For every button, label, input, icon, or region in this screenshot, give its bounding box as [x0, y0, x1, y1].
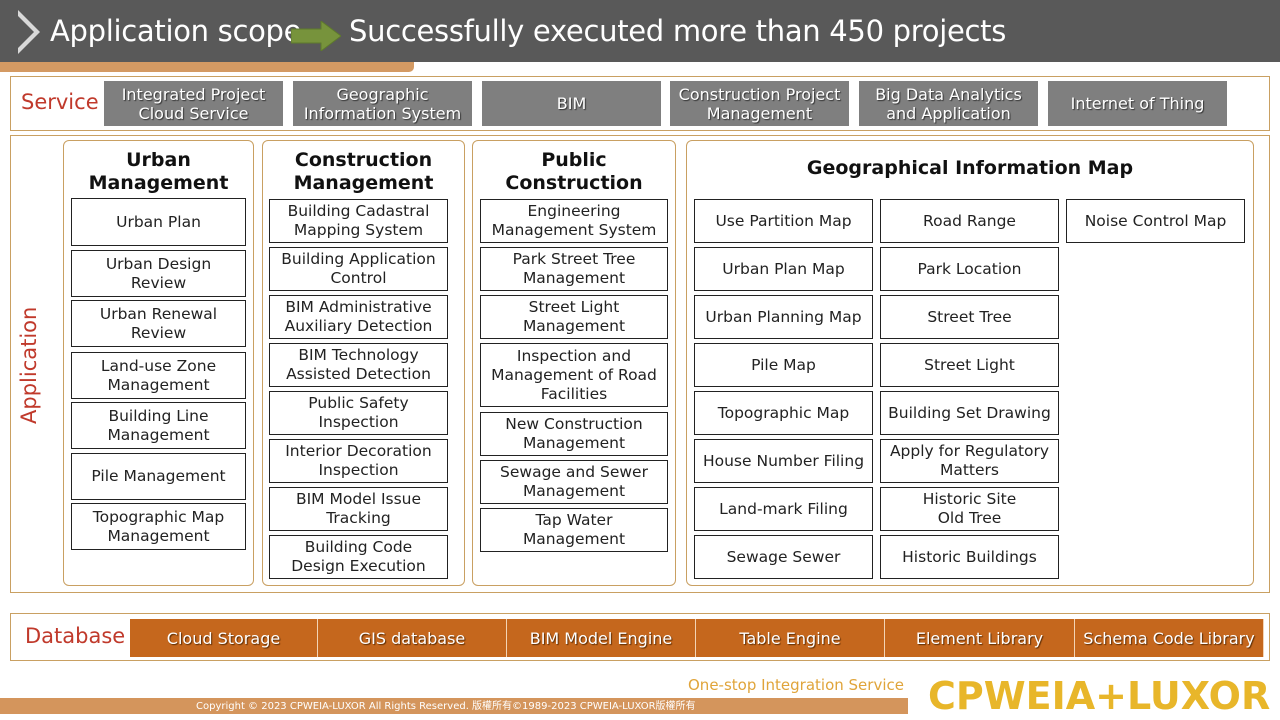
- public-construction-item: New Construction Management: [480, 412, 668, 456]
- database-item: Table Engine: [696, 619, 885, 657]
- construction-management-item: Interior Decoration Inspection: [269, 439, 448, 483]
- database-item: Schema Code Library: [1075, 619, 1264, 657]
- gis-map-item: Building Set Drawing: [880, 391, 1059, 435]
- database-label: Database: [25, 624, 126, 648]
- gis-map-item: Use Partition Map: [694, 199, 873, 243]
- public-construction-item: Tap Water Management: [480, 508, 668, 552]
- urban-management-item: Pile Management: [71, 453, 246, 500]
- urban-management-title: Urban Management: [88, 149, 229, 194]
- public-construction-item: Inspection and Management of Road Faciliti…: [480, 343, 668, 407]
- gis-map-item: Land-mark Filing: [694, 487, 873, 531]
- public-construction-item: Sewage and Sewer Management: [480, 460, 668, 504]
- page-title: Application scope: [50, 14, 302, 48]
- construction-management-item: Building Cadastral Mapping System: [269, 199, 448, 243]
- gis-map-item: Historic Buildings: [880, 535, 1059, 579]
- gis-map-title: Geographical Information Map: [806, 157, 1134, 179]
- application-label: Application: [17, 306, 41, 424]
- construction-management-item: BIM Technology Assisted Detection: [269, 343, 448, 387]
- construction-management-item: Building Application Control: [269, 247, 448, 291]
- construction-management-item: Building Code Design Execution: [269, 535, 448, 579]
- urban-management-item: Topographic Map Management: [71, 503, 246, 550]
- service-item: Construction Project Management: [670, 81, 849, 126]
- service-item: Integrated Project Cloud Service: [104, 81, 283, 126]
- database-item: BIM Model Engine: [507, 619, 696, 657]
- service-item: Internet of Thing: [1048, 81, 1227, 126]
- public-construction-item: Park Street Tree Management: [480, 247, 668, 291]
- construction-management-item: BIM Model Issue Tracking: [269, 487, 448, 531]
- gis-map-item: Apply for Regulatory Matters: [880, 439, 1059, 483]
- arrow-right-icon: [291, 21, 341, 51]
- public-construction-item: Engineering Management System: [480, 199, 668, 243]
- database-item: GIS database: [318, 619, 507, 657]
- urban-management-item: Urban Renewal Review: [71, 300, 246, 347]
- footer-tagline: One-stop Integration Service: [688, 676, 904, 694]
- gis-map-item: Urban Plan Map: [694, 247, 873, 291]
- public-construction-item: Street Light Management: [480, 295, 668, 339]
- footer-bar: [0, 698, 908, 714]
- construction-management-item: BIM Administrative Auxiliary Detection: [269, 295, 448, 339]
- service-label: Service: [21, 90, 99, 114]
- gis-map-item: Street Tree: [880, 295, 1059, 339]
- page-header: Application scope Successfully executed …: [0, 0, 1280, 62]
- construction-management-title: Construction Management: [293, 149, 434, 194]
- footer-copyright: Copyright © 2023 CPWEIA-LUXOR All Rights…: [196, 701, 696, 712]
- gis-map-item: Noise Control Map: [1066, 199, 1245, 243]
- service-item: BIM: [482, 81, 661, 126]
- service-item: Big Data Analytics and Application: [859, 81, 1038, 126]
- urban-management-item: Building Line Management: [71, 402, 246, 449]
- gis-map-item: House Number Filing: [694, 439, 873, 483]
- construction-management-item: Public Safety Inspection: [269, 391, 448, 435]
- gis-map-item: Sewage Sewer: [694, 535, 873, 579]
- gis-map-item: Road Range: [880, 199, 1059, 243]
- gis-map-item: Pile Map: [694, 343, 873, 387]
- database-item: Element Library: [885, 619, 1075, 657]
- service-item: Geographic Information System: [293, 81, 472, 126]
- urban-management-item: Urban Design Review: [71, 250, 246, 297]
- public-construction-title: Public Construction: [505, 149, 643, 194]
- urban-management-item: Land-use Zone Management: [71, 352, 246, 399]
- gis-map-item: Street Light: [880, 343, 1059, 387]
- page-subtitle: Successfully executed more than 450 proj…: [349, 14, 1007, 48]
- gis-map-item: Urban Planning Map: [694, 295, 873, 339]
- database-item: Cloud Storage: [130, 619, 318, 657]
- gis-map-item: Historic Site Old Tree: [880, 487, 1059, 531]
- gis-map-item: Park Location: [880, 247, 1059, 291]
- urban-management-item: Urban Plan: [71, 198, 246, 246]
- company-logo: CPWEIA+LUXOR: [928, 674, 1271, 718]
- chevron-inner-shape: [18, 16, 34, 48]
- gis-map-item: Topographic Map: [694, 391, 873, 435]
